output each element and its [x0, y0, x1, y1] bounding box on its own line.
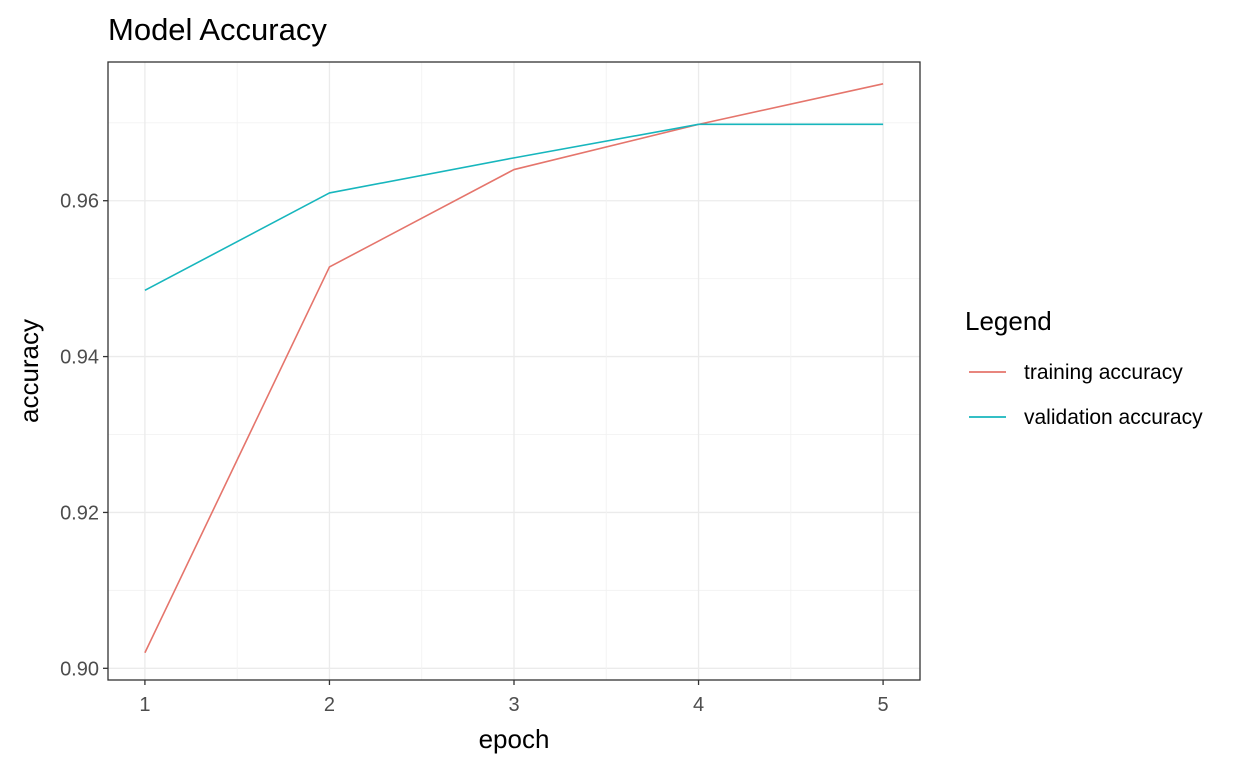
chart-title: Model Accuracy	[108, 12, 327, 47]
x-tick-label: 5	[878, 694, 889, 716]
x-tick-label: 4	[693, 694, 704, 716]
y-axis-title: accuracy	[14, 319, 44, 423]
series-line-training	[144, 83, 884, 654]
y-tick-label: 0.94	[60, 347, 99, 369]
legend: Legend training accuracy validation accur…	[965, 306, 1203, 429]
legend-label: training accuracy	[1024, 361, 1183, 384]
x-tick-label: 2	[324, 694, 335, 716]
x-tick-label: 3	[508, 694, 519, 716]
y-tick-label: 0.96	[60, 191, 99, 213]
legend-label: validation accuracy	[1024, 406, 1203, 429]
series-line-validation	[144, 123, 884, 292]
grid-lines	[108, 62, 920, 680]
axis-ticks: 0.90 0.92 0.94 0.96 1 2 3 4 5	[60, 191, 889, 716]
legend-title: Legend	[965, 306, 1052, 336]
y-tick-label: 0.90	[60, 658, 99, 680]
x-axis-title: epoch	[479, 724, 550, 754]
x-tick-label: 1	[139, 694, 150, 716]
series-lines	[144, 83, 884, 654]
y-tick-label: 0.92	[60, 502, 99, 524]
